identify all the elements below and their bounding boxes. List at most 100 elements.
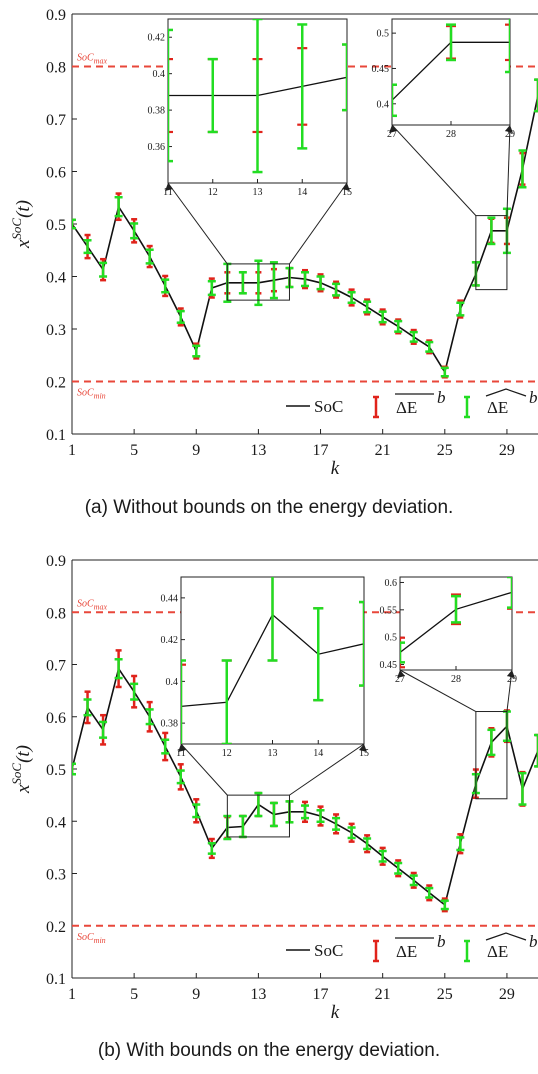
- legend-dE-hat-label: ΔE b: [485, 932, 538, 961]
- chart-b-ylabel: xSoC(t): [9, 745, 34, 794]
- chart-b-xtick-label: 17: [313, 986, 329, 1003]
- legend-dE-bar-label: ΔE b: [395, 932, 446, 961]
- chart-b: 0.10.20.30.40.50.60.70.80.91 5 9 13 17 21 25 29…: [9, 553, 538, 1023]
- chart-a-xtick-label: 13: [250, 442, 266, 459]
- chart-b-inset-soc-line: [181, 613, 364, 708]
- chart-a-xtick-label: 17: [313, 442, 329, 459]
- chart-a-zoom-connector: [506, 124, 511, 216]
- chart-a-inset-xtick-label: 27: [387, 129, 397, 140]
- chart-a-ytick-label: 0.5: [46, 217, 66, 234]
- chart-b-zoom-arrowhead: [359, 744, 367, 752]
- chart-a-xtick-label: 29: [499, 442, 515, 459]
- chart-a-zoom-connector: [391, 124, 477, 216]
- chart-a-ytick-label: 0.3: [46, 322, 66, 339]
- chart-b-xtick-label: 21: [375, 986, 391, 1003]
- svg-text:ΔE: ΔE: [396, 398, 417, 417]
- legend-soc-label: SoC: [314, 941, 343, 960]
- chart-b-inset-ytick-label: 0.55: [380, 605, 398, 616]
- chart-a-inset-xtick-label: 11: [163, 187, 173, 198]
- chart-a-zoom-arrowhead: [342, 183, 350, 191]
- chart-a-zoom-connector: [167, 182, 228, 265]
- chart-b-xtick-label: 1: [68, 986, 76, 1003]
- chart-b-xtick-label: 13: [250, 986, 266, 1003]
- chart-a: 0.10.20.30.40.50.60.70.80.91 5 9 13 17 21 25 29…: [9, 7, 538, 479]
- chart-a-inset-xtick-label: 12: [208, 187, 218, 198]
- chart-b-ytick-label: 0.7: [46, 658, 66, 675]
- chart-a-zoom-source-box-2: [475, 215, 508, 291]
- chart-a-inset-ytick-label: 0.5: [377, 29, 390, 40]
- chart-b-inset-ytick-label: 0.4: [166, 677, 179, 688]
- chart-b-inset-data: [181, 577, 364, 744]
- chart-a-ylabel: xSoC(t): [9, 200, 34, 249]
- chart-b-xtick-label: 29: [499, 986, 515, 1003]
- chart-b-inset-xtick-label: 13: [268, 748, 278, 759]
- chart-a-inset-2: 27 28 29 0.4 0.45 0.5: [372, 18, 515, 291]
- svg-text:ΔE: ΔE: [487, 398, 508, 417]
- caption-b: (b) With bounds on the energy deviation.: [97, 1040, 441, 1061]
- chart-b-inset-xtick-label: 15: [359, 748, 369, 759]
- legend-dE-bar-label: ΔE b: [395, 388, 446, 417]
- chart-b-inset-2: 27 28 29 0.45 0.5 0.55 0.6: [380, 576, 517, 800]
- svg-text:b: b: [437, 932, 446, 951]
- chart-b-ytick-label: 0.3: [46, 867, 66, 884]
- chart-b-zoom-source-box-2: [475, 711, 508, 800]
- chart-b-inset-xtick-label: 28: [451, 674, 461, 685]
- chart-a-inset-ytick-label: 0.42: [148, 33, 166, 44]
- chart-b-inset-data: [400, 577, 512, 669]
- chart-b-xtick-label: 25: [437, 986, 453, 1003]
- chart-b-ytick-label: 0.6: [46, 710, 66, 727]
- chart-b-zoom-arrowhead: [178, 744, 186, 752]
- chart-a-inset-data: [392, 19, 510, 118]
- svg-text:b: b: [529, 388, 538, 407]
- chart-b-ytick-label: 0.1: [46, 971, 66, 988]
- chart-a-ytick-label: 0.1: [46, 427, 66, 444]
- chart-a-ytick-label: 0.6: [46, 165, 66, 182]
- chart-a-legend: SoC ΔE b ΔE b: [286, 388, 538, 419]
- chart-b-inset-xtick-label: 27: [395, 674, 405, 685]
- chart-a-zoom-arrowhead: [505, 125, 513, 133]
- chart-a-inset-ytick-label: 0.45: [372, 64, 390, 75]
- legend-soc-label: SoC: [314, 397, 343, 416]
- chart-b-zoom-arrowhead: [507, 670, 515, 678]
- chart-b-inset-ytick-label: 0.6: [385, 578, 398, 589]
- chart-b-zoom-connector: [180, 743, 228, 796]
- chart-a-inset-data: [168, 19, 347, 174]
- chart-a-ytick-label: 0.2: [46, 375, 66, 392]
- chart-b-inset-xtick-label: 14: [313, 748, 323, 759]
- svg-text:b: b: [437, 388, 446, 407]
- chart-b-ytick-label: 0.8: [46, 605, 66, 622]
- chart-a-zoom-connector: [289, 182, 348, 265]
- chart-a-inset-ytick-label: 0.36: [148, 142, 166, 153]
- chart-a-inset-xtick-label: 29: [505, 129, 515, 140]
- chart-a-ref-label-max: SoCmax: [77, 53, 107, 66]
- chart-a-ytick-label: 0.4: [46, 270, 66, 287]
- chart-b-ytick-label: 0.9: [46, 553, 66, 570]
- chart-b-zoom-connector: [289, 743, 365, 796]
- chart-a-xtick-label: 25: [437, 442, 453, 459]
- chart-a-zoom-arrowhead: [389, 125, 397, 133]
- chart-a-inset-ytick-label: 0.4: [153, 69, 166, 80]
- chart-a-inset-xtick-label: 14: [297, 187, 307, 198]
- chart-b-zoom-source-box-1: [226, 794, 290, 838]
- chart-a-inset-ytick-label: 0.4: [377, 99, 390, 110]
- chart-b-ytick-label: 0.5: [46, 762, 66, 779]
- chart-b-inset-xtick-label: 11: [176, 748, 186, 759]
- chart-b-inset-xtick-label: 29: [507, 674, 517, 685]
- chart-a-inset-ytick-label: 0.38: [148, 106, 166, 117]
- chart-b-zoom-arrowhead: [397, 670, 405, 678]
- chart-a-xtick-label: 5: [130, 442, 138, 459]
- chart-b-zoom-connector: [399, 669, 477, 712]
- chart-a-xlabel: k: [331, 458, 340, 479]
- chart-b-inset-ytick-label: 0.45: [380, 660, 398, 671]
- chart-a-inset-xtick-label: 13: [253, 187, 263, 198]
- chart-a-xtick-label: 1: [68, 442, 76, 459]
- chart-a-ytick-label: 0.7: [46, 112, 66, 129]
- chart-a-inset-xtick-label: 28: [446, 129, 456, 140]
- chart-b-inset-1: 11 12 13 14 15 0.38 0.4 0.42 0.44: [161, 576, 369, 838]
- chart-a-ytick-label: 0.8: [46, 60, 66, 77]
- chart-b-inset-ytick-label: 0.44: [161, 593, 179, 604]
- chart-b-ytick-label: 0.4: [46, 814, 66, 831]
- chart-a-xtick-label: 9: [192, 442, 200, 459]
- chart-b-xtick-label: 5: [130, 986, 138, 1003]
